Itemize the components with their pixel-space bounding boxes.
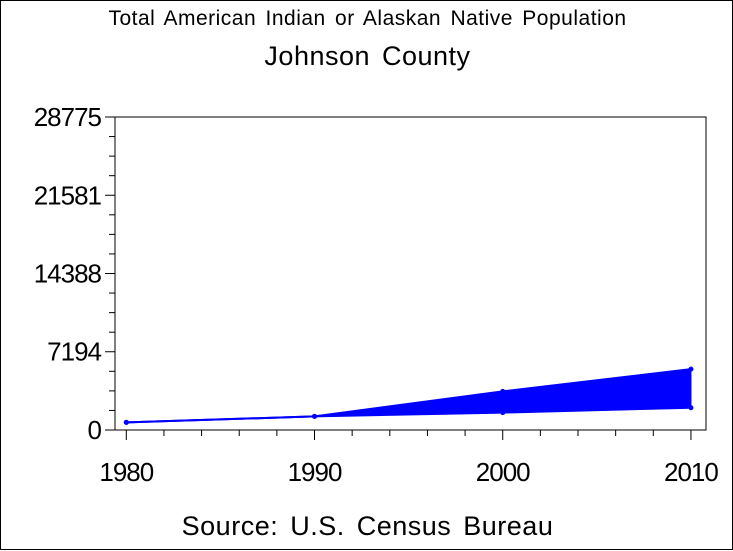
chart-subtitle: Johnson County [264,41,471,71]
x-tick-label: 1990 [288,457,342,487]
x-tick-label: 2000 [476,457,530,487]
data-point [312,413,318,419]
x-tick-label: 1980 [99,457,153,487]
y-tick-label: 0 [88,415,102,445]
data-point [500,410,506,416]
data-point [688,366,694,372]
y-tick-label: 21581 [34,180,102,210]
x-tick-label: 2010 [664,457,718,487]
y-tick-label: 14388 [34,258,102,288]
data-point [123,419,129,425]
series-line [126,406,691,424]
chart-source: Source: U.S. Census Bureau [181,511,554,541]
y-tick-label: 7194 [47,337,101,367]
chart-title: Total American Indian or Alaskan Native … [108,7,627,30]
y-tick-label: 28775 [34,102,102,132]
data-point [688,405,694,411]
data-point [500,388,506,394]
